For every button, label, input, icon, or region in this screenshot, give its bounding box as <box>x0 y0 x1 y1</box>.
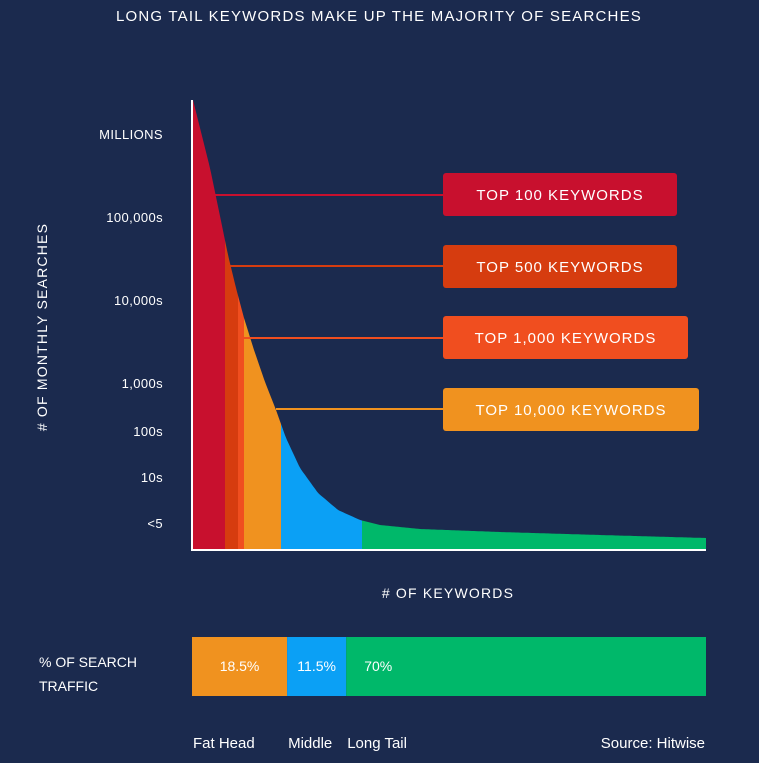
chart-title: LONG TAIL KEYWORDS MAKE UP THE MAJORITY … <box>116 8 642 25</box>
callout-label-2: TOP 500 KEYWORDS <box>476 259 643 276</box>
traffic-segment-3 <box>346 637 706 696</box>
curve-segment-1 <box>193 100 225 550</box>
callout-box-2 <box>443 245 677 288</box>
y-tick-label: 100s <box>133 424 163 439</box>
callout-box-1 <box>443 173 677 216</box>
callout-label-3: TOP 1,000 KEYWORDS <box>475 330 657 347</box>
x-axis-label: # OF KEYWORDS <box>382 585 514 601</box>
y-tick-label: 10s <box>141 470 163 485</box>
traffic-value-label: 18.5% <box>220 658 260 674</box>
segment-labels: Fat Head Middle Long Tail <box>193 735 407 752</box>
traffic-segment-2 <box>287 637 347 696</box>
traffic-value-label: 70% <box>364 658 392 674</box>
traffic-label-line1: % OF SEARCH <box>39 654 137 670</box>
traffic-value-label: 11.5% <box>297 658 336 674</box>
y-tick-label: MILLIONS <box>99 127 163 142</box>
curve-segment-3 <box>238 295 244 550</box>
segment-name-label: Fat Head <box>193 735 255 752</box>
y-tick-label: <5 <box>147 516 163 531</box>
callout-box-4 <box>443 388 699 431</box>
y-tick-label: 100,000s <box>106 210 163 225</box>
traffic-bar: 18.5% 11.5% 70% <box>192 637 706 696</box>
source-note: Source: Hitwise <box>601 735 705 752</box>
curve-area <box>193 100 706 550</box>
y-tick-labels: MILLIONS 100,000s 10,000s 1,000s 100s 10s <5 <box>99 127 163 531</box>
segment-name-label: Middle <box>288 735 332 752</box>
curve-segment-4 <box>244 318 281 550</box>
callout-label-1: TOP 100 KEYWORDS <box>476 187 643 204</box>
curve-segment-5 <box>281 424 362 550</box>
curve-segment-6 <box>362 520 706 550</box>
callout-leaders <box>212 194 443 410</box>
callout-box-3 <box>443 316 688 359</box>
callouts: TOP 100 KEYWORDS TOP 500 KEYWORDS TOP 1,00… <box>443 173 699 431</box>
y-axis-label: # OF MONTHLY SEARCHES <box>34 223 50 431</box>
y-tick-label: 10,000s <box>114 293 163 308</box>
traffic-label-line2: TRAFFIC <box>39 678 98 694</box>
traffic-segment-1 <box>192 637 288 696</box>
curve-segment-2 <box>225 240 238 550</box>
callout-label-4: TOP 10,000 KEYWORDS <box>475 402 666 419</box>
y-tick-label: 1,000s <box>122 376 164 391</box>
segment-name-label: Long Tail <box>347 735 407 752</box>
